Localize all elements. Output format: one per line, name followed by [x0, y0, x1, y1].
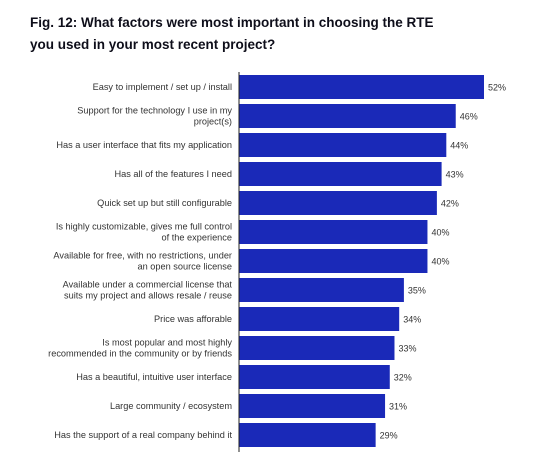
category-label: Has a user interface that fits my applic… — [56, 140, 232, 150]
category-label: Price was afforable — [154, 314, 232, 324]
value-label: 32% — [394, 373, 412, 383]
value-label: 34% — [403, 315, 421, 325]
value-label: 43% — [446, 170, 464, 180]
category-label: Available under a commercial license tha… — [63, 280, 233, 290]
bar — [239, 220, 428, 244]
chart-title-line-2: you used in your most recent project? — [30, 37, 276, 52]
value-label: 42% — [441, 199, 459, 209]
category-label: Has a beautiful, intuitive user interfac… — [76, 372, 232, 382]
bar — [239, 365, 390, 389]
value-label: 52% — [488, 83, 506, 93]
value-label: 33% — [398, 344, 416, 354]
category-label: Has the support of a real company behind… — [54, 430, 232, 440]
category-label: project(s) — [194, 117, 232, 127]
bar — [239, 307, 400, 331]
value-label: 40% — [431, 257, 449, 267]
value-label: 44% — [450, 141, 468, 151]
value-label: 35% — [408, 286, 426, 296]
category-label: of the experience — [162, 233, 233, 243]
bar — [239, 75, 484, 99]
bar — [239, 278, 404, 302]
category-label: recommended in the community or by frien… — [48, 349, 232, 359]
bar — [239, 394, 386, 418]
bar — [239, 133, 447, 157]
category-label: Large community / ecosystem — [110, 401, 232, 411]
category-label: Support for the technology I use in my — [77, 106, 232, 116]
category-label: Available for free, with no restrictions… — [53, 251, 232, 261]
value-label: 40% — [431, 228, 449, 238]
category-label: Is highly customizable, gives me full co… — [56, 222, 232, 232]
bar — [239, 104, 456, 128]
value-label: 29% — [380, 431, 398, 441]
bar — [239, 249, 428, 273]
bar — [239, 423, 376, 447]
bar — [239, 336, 395, 360]
chart-title-line-1: Fig. 12: What factors were most importan… — [30, 15, 434, 30]
value-label: 31% — [389, 402, 407, 412]
chart-title: Fig. 12: What factors were most importan… — [30, 12, 500, 56]
bar — [239, 162, 442, 186]
category-label: Quick set up but still configurable — [97, 198, 232, 208]
category-label: Easy to implement / set up / install — [93, 82, 232, 92]
value-label: 46% — [460, 112, 478, 122]
category-label: Has all of the features I need — [115, 169, 232, 179]
category-label: an open source license — [138, 262, 233, 272]
category-label: suits my project and allows resale / reu… — [64, 291, 232, 301]
bar — [239, 191, 437, 215]
category-label: Is most popular and most highly — [102, 338, 232, 348]
